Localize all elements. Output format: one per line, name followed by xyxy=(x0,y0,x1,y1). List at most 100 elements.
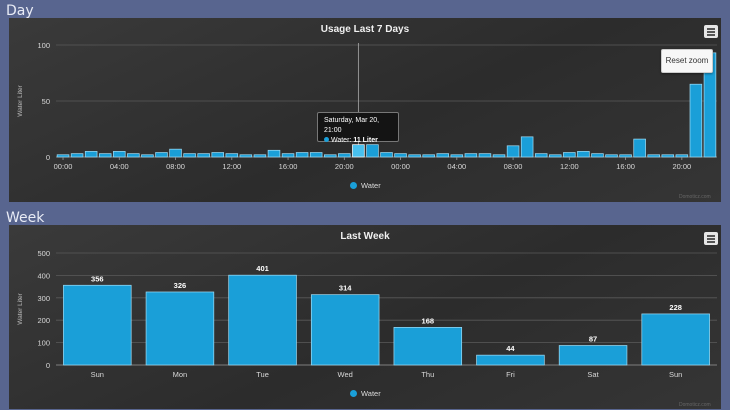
data-label: 356 xyxy=(91,274,104,283)
x-tick-label: Sun xyxy=(91,370,104,379)
chart-title: Last Week xyxy=(340,231,390,242)
reset-zoom-button[interactable]: Reset zoom xyxy=(661,49,713,73)
x-tick-label: 00:00 xyxy=(54,162,73,171)
bar xyxy=(253,154,267,158)
chart-tooltip: Saturday, Mar 20, 21:00 Water: 11 Liter xyxy=(317,112,399,144)
x-tick-label: 00:00 xyxy=(391,162,410,171)
week-legend-item[interactable]: Water xyxy=(350,389,381,398)
x-tick-label: 04:00 xyxy=(447,162,466,171)
bar xyxy=(549,154,562,158)
bar xyxy=(506,145,520,158)
bar xyxy=(577,151,590,158)
bar xyxy=(436,153,450,158)
week-credit[interactable]: Domoticz.com xyxy=(679,402,711,408)
x-tick-label: Thu xyxy=(421,370,434,379)
bar xyxy=(675,154,689,158)
legend-water-icon xyxy=(350,390,357,397)
x-tick-label: 16:00 xyxy=(279,162,298,171)
bar xyxy=(422,154,435,158)
bar xyxy=(141,154,154,158)
bar xyxy=(169,148,182,158)
bar xyxy=(558,345,628,366)
x-tick-label: 08:00 xyxy=(504,162,523,171)
x-tick-label: Wed xyxy=(338,370,353,379)
data-label: 168 xyxy=(422,316,435,325)
bar xyxy=(127,153,140,158)
y-tick-label: 400 xyxy=(37,271,50,280)
week-chart-svg[interactable]: Last Week 0 100 200 300 400 500 Water Liter 356 3… xyxy=(9,225,721,409)
day-legend-label: Water xyxy=(361,181,381,190)
x-tick-label: 16:00 xyxy=(616,162,635,171)
y-tick-label: 0 xyxy=(46,153,50,162)
day-chart-panel: Usage Last 7 Days 0 50 100 Water Liter 00:00 0… xyxy=(9,18,721,202)
y-axis-label: Water Liter xyxy=(17,84,24,116)
bar xyxy=(380,152,393,158)
bar xyxy=(155,152,168,158)
bar xyxy=(310,294,380,366)
tooltip-series-dot xyxy=(324,137,329,142)
x-tick-label: Fri xyxy=(506,370,515,379)
y-tick-label: 500 xyxy=(37,249,50,258)
y-tick-label: 100 xyxy=(37,339,50,348)
bar xyxy=(534,153,548,158)
x-tick-label: 20:00 xyxy=(672,162,691,171)
x-tick-label: Mon xyxy=(173,370,188,379)
bar xyxy=(563,152,576,158)
week-chart-menu-button[interactable] xyxy=(704,232,718,245)
bar xyxy=(647,154,660,158)
section-title-day: Day xyxy=(6,3,34,19)
bar xyxy=(84,151,98,158)
x-tick-label: 04:00 xyxy=(110,162,129,171)
x-tick-label: 08:00 xyxy=(166,162,185,171)
bar xyxy=(63,284,132,366)
day-credit[interactable]: Domoticz.com xyxy=(679,194,711,200)
bar xyxy=(591,153,604,158)
bar xyxy=(619,154,632,158)
chart-title: Usage Last 7 Days xyxy=(321,24,410,35)
bar xyxy=(450,154,464,158)
x-tick-label: 20:00 xyxy=(335,162,354,171)
y-tick-label: 200 xyxy=(37,316,50,325)
bar xyxy=(478,153,492,158)
data-label: 228 xyxy=(669,303,682,312)
bar xyxy=(113,151,126,158)
data-label: 326 xyxy=(174,281,187,290)
bar xyxy=(352,144,365,158)
x-tick-label: Tue xyxy=(256,370,269,379)
data-label: 44 xyxy=(506,344,515,353)
bar xyxy=(267,149,281,158)
y-tick-label: 0 xyxy=(46,361,50,370)
tooltip-series: Water: xyxy=(331,137,352,144)
bar xyxy=(225,153,239,158)
bar xyxy=(393,327,463,366)
bar xyxy=(633,138,646,158)
bar xyxy=(661,154,675,158)
bar xyxy=(98,153,112,158)
y-axis-label: Water Liter xyxy=(17,292,24,324)
day-chart-svg[interactable]: Usage Last 7 Days 0 50 100 Water Liter 00:00 0… xyxy=(9,18,721,202)
bar xyxy=(145,291,215,366)
bar xyxy=(323,154,337,158)
bar xyxy=(641,313,710,366)
bar xyxy=(408,154,421,158)
x-tick-label: Sun xyxy=(669,370,682,379)
bar xyxy=(464,153,478,158)
bar xyxy=(239,154,253,158)
bar xyxy=(520,136,534,158)
x-tick-label: 12:00 xyxy=(222,162,241,171)
bar xyxy=(394,153,407,158)
bar xyxy=(476,354,545,366)
y-tick-label: 100 xyxy=(37,41,50,50)
bar xyxy=(56,154,70,158)
x-tick-label: 12:00 xyxy=(560,162,579,171)
tooltip-value: 11 Liter xyxy=(353,137,378,144)
bar xyxy=(295,152,309,158)
x-tick-label: Sat xyxy=(587,370,599,379)
day-chart-menu-button[interactable] xyxy=(704,25,718,38)
bar xyxy=(183,153,196,158)
tooltip-date: Saturday, Mar 20, 21:00 xyxy=(324,117,380,134)
bar xyxy=(689,83,703,158)
bar xyxy=(211,152,224,158)
bar xyxy=(197,153,210,158)
day-legend-item[interactable]: Water xyxy=(350,181,381,190)
